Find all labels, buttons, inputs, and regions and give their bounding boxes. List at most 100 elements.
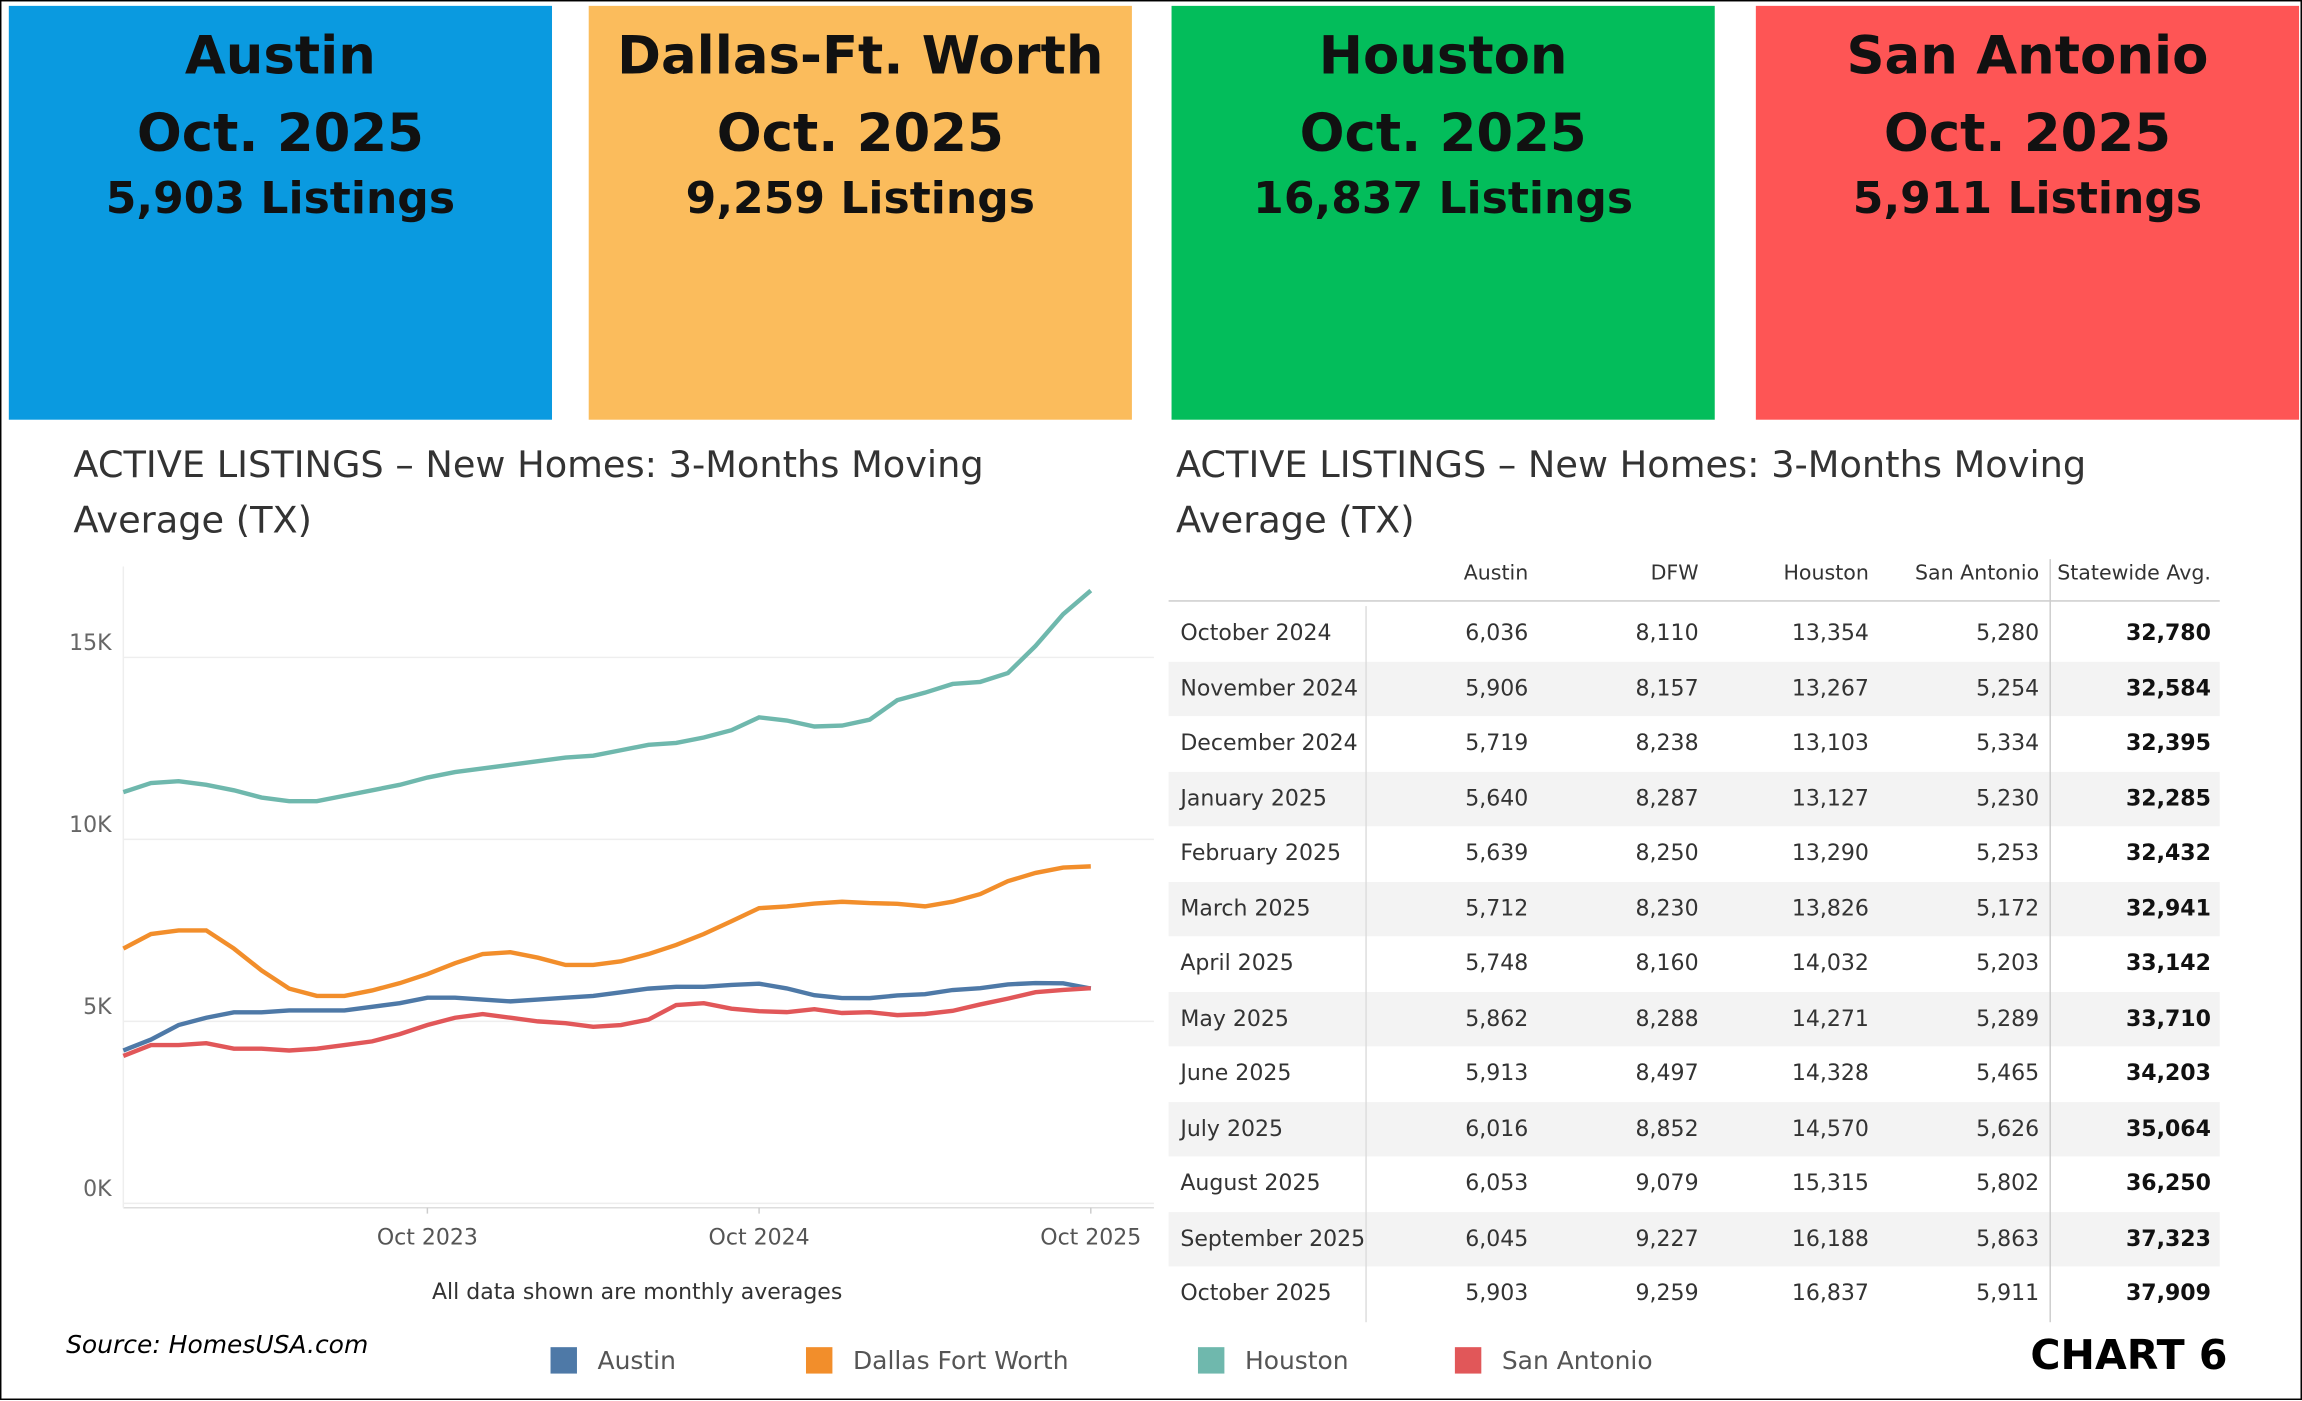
series-line bbox=[122, 980, 1092, 1053]
cell: 5,748 bbox=[1465, 949, 1529, 976]
column-divider bbox=[2049, 559, 2051, 1322]
cell: 14,032 bbox=[1791, 949, 1869, 976]
cell: 5,172 bbox=[1976, 894, 2040, 921]
series-line bbox=[122, 588, 1093, 804]
cell: 5,254 bbox=[1976, 674, 2040, 701]
cell: 5,862 bbox=[1465, 1004, 1529, 1031]
card: San Antonio Oct. 2025 5,911 Listings bbox=[1755, 5, 2300, 420]
cell: 9,259 bbox=[1635, 1279, 1699, 1307]
cell: 5,903 bbox=[1465, 1279, 1529, 1307]
cell: 13,354 bbox=[1791, 619, 1869, 646]
table-header-line bbox=[1168, 600, 2220, 602]
cell: 5,334 bbox=[1976, 729, 2040, 756]
table-title: ACTIVE LISTINGS – New Homes: 3-Months Mo… bbox=[1175, 443, 2087, 542]
card: Austin Oct. 2025 5,903 Listings bbox=[8, 5, 553, 420]
y-tick-label: 0K bbox=[83, 1177, 112, 1202]
y-tick-label: 5K bbox=[83, 995, 112, 1020]
column-header: Austin bbox=[1463, 562, 1529, 586]
legend-swatch bbox=[1197, 1347, 1225, 1374]
cell: 36,250 bbox=[2125, 1169, 2211, 1197]
cell: 8,157 bbox=[1635, 674, 1699, 701]
card-city: Houston bbox=[1318, 26, 1568, 87]
cell: 37,323 bbox=[2125, 1224, 2211, 1252]
row-label: May 2025 bbox=[1180, 1004, 1289, 1031]
cell: 5,911 bbox=[1976, 1279, 2040, 1307]
row-band bbox=[1168, 1211, 2220, 1267]
cell: 6,045 bbox=[1465, 1224, 1529, 1252]
chart-label: CHART 6 bbox=[2030, 1331, 2228, 1380]
cell: 5,640 bbox=[1465, 784, 1529, 811]
cell: 8,250 bbox=[1635, 839, 1699, 866]
row-band bbox=[1168, 771, 2220, 827]
card: Houston Oct. 2025 16,837 Listings bbox=[1171, 5, 1715, 420]
row-label: September 2025 bbox=[1180, 1224, 1366, 1252]
card-listings: 9,259 Listings bbox=[685, 173, 1035, 225]
cell: 5,230 bbox=[1976, 784, 2040, 811]
chart-title: ACTIVE LISTINGS – New Homes: 3-Months Mo… bbox=[73, 443, 984, 542]
cell: 5,719 bbox=[1465, 729, 1529, 756]
cell: 9,227 bbox=[1635, 1224, 1699, 1252]
card-date: Oct. 2025 bbox=[716, 104, 1004, 165]
cell: 37,909 bbox=[2125, 1279, 2211, 1307]
legend-label: San Antonio bbox=[1502, 1346, 1653, 1375]
cell: 8,230 bbox=[1635, 894, 1699, 921]
cell: 32,395 bbox=[2125, 729, 2211, 756]
row-label: March 2025 bbox=[1180, 894, 1311, 921]
cell: 13,103 bbox=[1791, 729, 1869, 756]
cell: 5,712 bbox=[1465, 894, 1529, 921]
cell: 8,110 bbox=[1635, 619, 1699, 646]
row-label: January 2025 bbox=[1180, 784, 1327, 811]
cell: 5,465 bbox=[1976, 1059, 2040, 1086]
cell: 16,837 bbox=[1791, 1279, 1869, 1307]
source: Source: HomesUSA.com bbox=[66, 1331, 369, 1361]
cell: 5,863 bbox=[1976, 1224, 2040, 1252]
cell: 5,913 bbox=[1465, 1059, 1529, 1086]
card-city: Dallas-Ft. Worth bbox=[617, 26, 1104, 87]
chart-subtitle: All data shown are monthly averages bbox=[432, 1280, 842, 1305]
cell: 8,497 bbox=[1635, 1059, 1699, 1086]
row-label: November 2024 bbox=[1180, 674, 1358, 701]
cell: 33,142 bbox=[2125, 949, 2211, 976]
legend-swatch bbox=[550, 1347, 577, 1374]
column-header: San Antonio bbox=[1914, 562, 2040, 586]
cell: 5,203 bbox=[1976, 949, 2040, 976]
cell: 8,288 bbox=[1635, 1004, 1699, 1031]
row-label: June 2025 bbox=[1180, 1059, 1292, 1086]
cell: 13,127 bbox=[1791, 784, 1869, 811]
cell: 35,064 bbox=[2125, 1114, 2211, 1141]
column-header: Statewide Avg. bbox=[2057, 562, 2211, 586]
cell: 32,285 bbox=[2125, 784, 2211, 811]
cell: 6,016 bbox=[1465, 1114, 1529, 1141]
cell: 6,053 bbox=[1465, 1169, 1529, 1197]
column-divider bbox=[1365, 606, 1367, 1322]
cell: 13,267 bbox=[1791, 674, 1869, 701]
cell: 14,271 bbox=[1791, 1004, 1869, 1031]
cell: 6,036 bbox=[1465, 619, 1529, 646]
card-listings: 16,837 Listings bbox=[1253, 173, 1634, 225]
column-header: DFW bbox=[1650, 562, 1699, 586]
cell: 13,826 bbox=[1791, 894, 1869, 921]
cell: 5,280 bbox=[1976, 619, 2040, 646]
series-line bbox=[122, 986, 1091, 1059]
y-tick-label: 10K bbox=[69, 813, 112, 838]
cell: 32,584 bbox=[2125, 674, 2211, 701]
card-date: Oct. 2025 bbox=[1883, 104, 2171, 165]
cell: 16,188 bbox=[1791, 1224, 1869, 1252]
cell: 15,315 bbox=[1791, 1169, 1869, 1197]
cell: 5,626 bbox=[1976, 1114, 2040, 1141]
row-label: July 2025 bbox=[1180, 1114, 1284, 1141]
cell: 33,710 bbox=[2125, 1004, 2211, 1031]
x-tick-label: Oct 2023 bbox=[377, 1226, 478, 1251]
card-date: Oct. 2025 bbox=[1299, 104, 1587, 165]
row-label: October 2025 bbox=[1180, 1279, 1332, 1307]
row-label: October 2024 bbox=[1180, 619, 1332, 646]
row-label: February 2025 bbox=[1180, 839, 1341, 866]
cell: 13,290 bbox=[1791, 839, 1869, 866]
cell: 8,852 bbox=[1635, 1114, 1699, 1141]
cell: 8,287 bbox=[1635, 784, 1699, 811]
x-tick-label: Oct 2024 bbox=[709, 1226, 810, 1251]
cell: 34,203 bbox=[2125, 1059, 2211, 1086]
table: Austin DFW Houston San Antonio Statewide Avg… bbox=[1168, 559, 2220, 1322]
legend-label: Austin bbox=[598, 1346, 676, 1375]
